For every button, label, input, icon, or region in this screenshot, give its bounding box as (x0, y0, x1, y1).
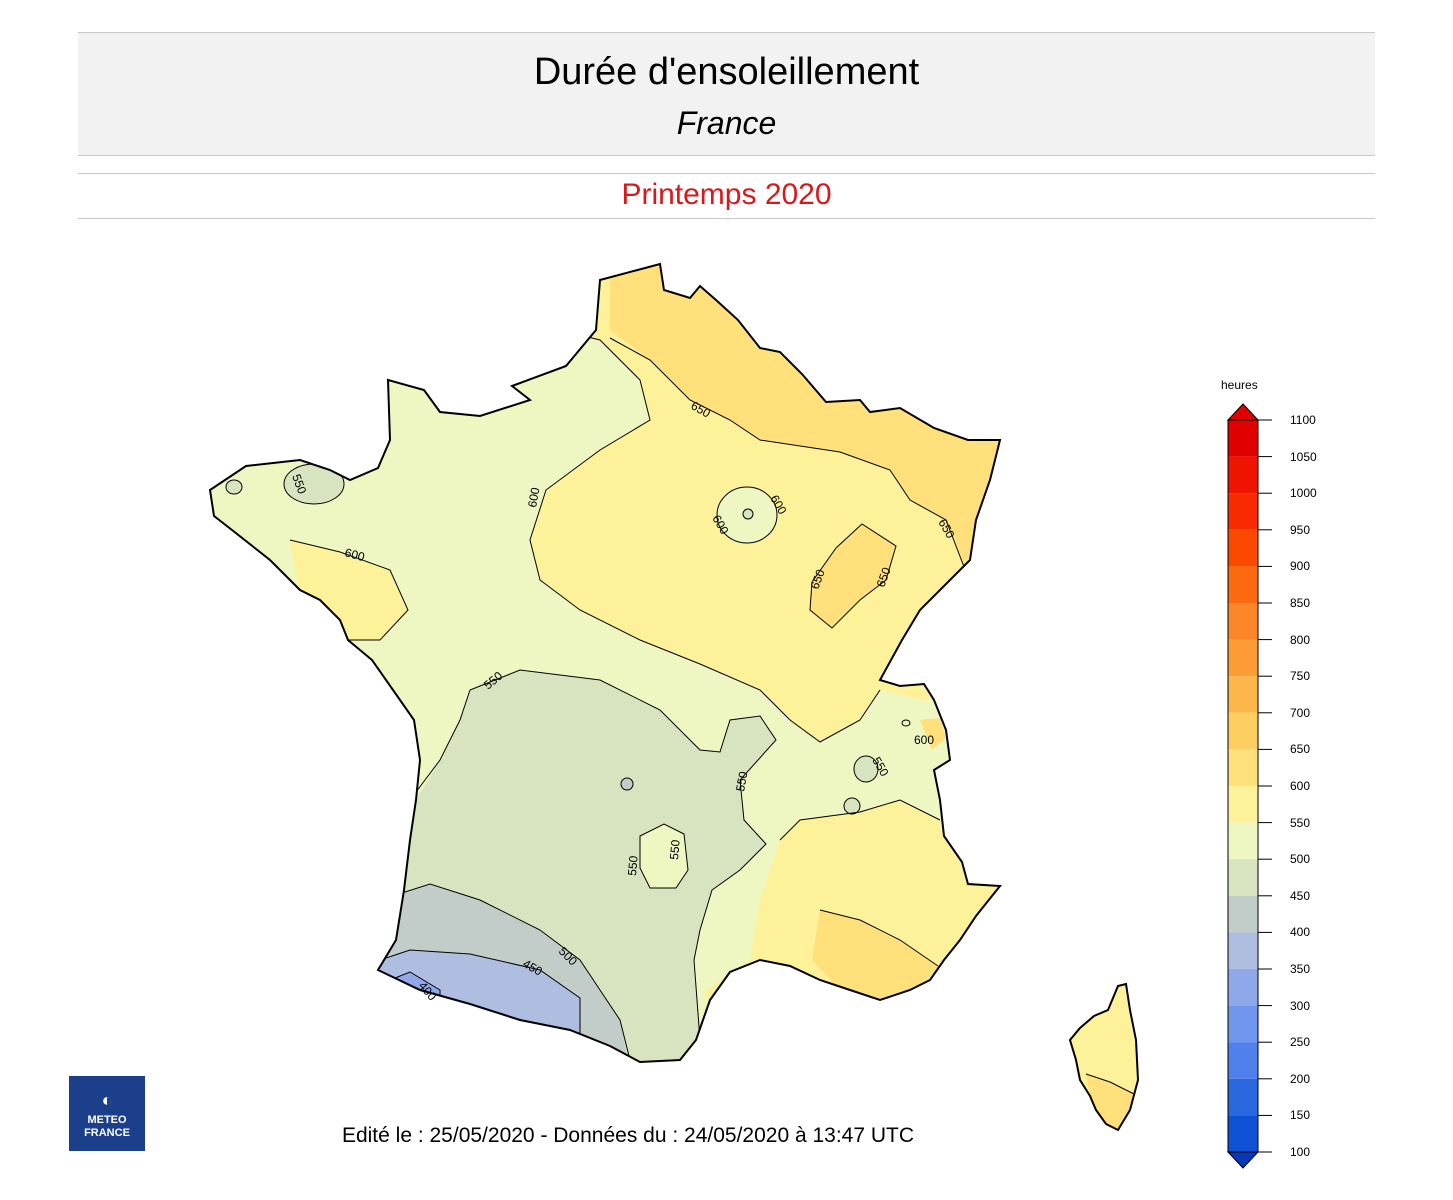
logo-text-line1: METEO (87, 1114, 127, 1126)
legend-swatch (1228, 859, 1258, 896)
legend-tick-label: 550 (1290, 815, 1311, 830)
zone-500-550-finistere (226, 480, 242, 494)
legend-tick-label: 200 (1290, 1071, 1311, 1086)
legend-tick-label: 150 (1290, 1108, 1311, 1123)
legend-swatch (1228, 786, 1258, 823)
legend-swatch (1228, 566, 1258, 603)
legend-swatch (1228, 420, 1258, 457)
legend-max-arrow (1226, 403, 1260, 421)
legend-tick-label: 700 (1290, 705, 1311, 720)
legend-swatch (1228, 639, 1258, 677)
legend-swatch (1228, 969, 1258, 1006)
legend-tick-label: 300 (1290, 998, 1311, 1013)
zone-550-600-massif-central (640, 824, 688, 888)
legend-swatch (1228, 895, 1258, 933)
legend-tick-label: 1050 (1290, 449, 1317, 464)
legend-swatch (1228, 529, 1258, 567)
corsica (1068, 982, 1140, 1132)
legend-swatch (1228, 932, 1258, 969)
legend-tick-label: 850 (1290, 596, 1311, 610)
zone-500-550-alps (854, 756, 878, 782)
edition-footer: Edité le : 25/05/2020 - Données du : 24/… (341, 1124, 915, 1147)
zone-450-500-centre (621, 778, 633, 790)
contour-label: 650 (808, 567, 828, 591)
legend-tick-label: 250 (1290, 1035, 1311, 1050)
contour-label: 550 (625, 855, 641, 876)
legend-tick-label: 500 (1290, 852, 1311, 867)
legend-tick-label: 900 (1290, 559, 1311, 574)
logo-text-line2: FRANCE (84, 1127, 130, 1139)
legend-tick-label: 650 (1290, 742, 1311, 757)
legend-tick-label: 600 (1290, 779, 1311, 793)
map-subtitle: France (676, 105, 777, 141)
legend-swatch (1228, 749, 1258, 786)
legend-colorbar (1226, 403, 1272, 1169)
meteo-france-logo-icon: ◐ (101, 1090, 113, 1110)
legend-title: heures (1221, 378, 1258, 392)
contour-label: 650 (874, 565, 894, 589)
legend-tick-label: 400 (1290, 925, 1311, 940)
zone-650-700-provence (812, 910, 938, 998)
zone-650-700-alps (920, 718, 946, 750)
legend-swatch (1228, 676, 1258, 713)
map-title: Durée d'ensoleillement (533, 51, 920, 93)
legend-tick-label: 950 (1290, 522, 1311, 537)
legend-tick-label: 750 (1290, 669, 1311, 684)
legend-swatch (1228, 493, 1258, 530)
legend-swatch (1228, 1078, 1258, 1116)
legend-swatch (1228, 1042, 1258, 1079)
contour-label: 600 (525, 486, 542, 508)
legend-swatch (1228, 1005, 1258, 1043)
corsica-contour (1085, 1073, 1135, 1095)
corsica-border (1068, 982, 1140, 1132)
zone-500-550-paris-basin (743, 509, 753, 519)
zone-650-700-burgundy (810, 524, 896, 628)
legend-min-arrow (1226, 1151, 1260, 1169)
contour-label: 600 (343, 545, 366, 564)
legend-swatch (1228, 603, 1258, 640)
legend-tick-label: 1100 (1290, 413, 1316, 427)
meteo-france-logo: ◐ METEO FRANCE (69, 1076, 145, 1151)
legend-swatch (1228, 712, 1258, 750)
contour-label: 550 (667, 839, 683, 860)
zone-500-550-alps-small (844, 798, 860, 814)
contour-label: 600 (914, 733, 934, 747)
france-border (208, 262, 1002, 1064)
legend-swatch (1228, 822, 1258, 860)
sunshine-fill (210, 264, 1000, 1062)
contour-label: 550 (289, 472, 309, 496)
period-panel: Printemps 2020 (78, 173, 1375, 219)
legend-tick-label: 800 (1290, 632, 1311, 647)
zone-500-550-brittany (284, 464, 344, 504)
legend-swatch (1228, 456, 1258, 494)
legend-tick-label: 350 (1290, 962, 1311, 976)
legend-swatch (1228, 1115, 1258, 1152)
title-panel: Durée d'ensoleillement France (78, 32, 1375, 156)
legend-tick-label: 1000 (1290, 486, 1317, 501)
legend-tick-label: 100 (1290, 1145, 1311, 1159)
legend-tick-label: 450 (1290, 888, 1311, 903)
period-label: Printemps 2020 (621, 178, 832, 211)
contour-label: 550 (733, 770, 750, 792)
